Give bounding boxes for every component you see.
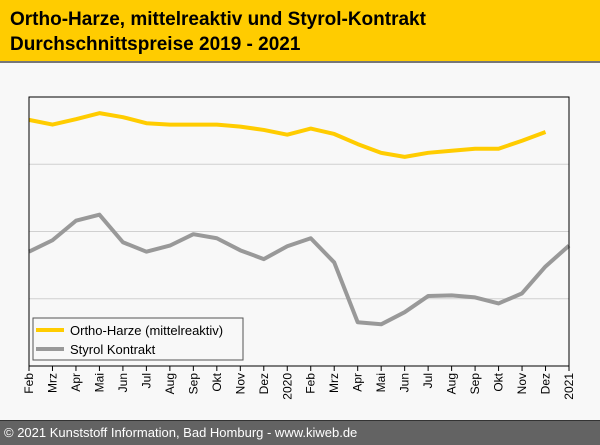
copyright-text: © 2021 Kunststoff Information, Bad Hombu… xyxy=(4,425,358,440)
x-tick-label: Dez xyxy=(257,373,271,394)
x-tick-label: Mrz xyxy=(327,373,341,393)
x-tick-label: Mrz xyxy=(45,373,59,393)
x-tick-label: Mai xyxy=(92,373,106,392)
chart-title: Ortho-Harze, mittelreaktiv und Styrol-Ko… xyxy=(10,9,426,30)
x-tick-label: Aug xyxy=(163,373,177,394)
x-tick-label: Okt xyxy=(492,372,506,391)
line-chart: Feb Mrz Apr Mai Jun Jul Aug Sep Okt Nov Dez 2020 Feb… xyxy=(22,96,576,400)
x-tick-label: Sep xyxy=(468,373,482,395)
x-tick-label: Mai xyxy=(374,373,388,392)
plot-frame xyxy=(28,96,570,367)
x-tick-label: Aug xyxy=(445,373,459,394)
x-tick-label: Feb xyxy=(22,373,36,394)
x-tick-label: Feb xyxy=(304,373,318,394)
x-tick-label: Jun xyxy=(398,373,412,392)
footer: © 2021 Kunststoff Information, Bad Hombu… xyxy=(0,420,600,445)
x-tick-label: 2021 xyxy=(562,373,576,400)
series-line-ortho-harze xyxy=(28,111,547,159)
x-tick-label: Okt xyxy=(210,372,224,391)
x-tick-label: Sep xyxy=(186,373,200,395)
x-tick-label: Apr xyxy=(351,373,365,392)
legend-label: Ortho-Harze (mittelreaktiv) xyxy=(70,323,223,338)
x-tick-label: Jul xyxy=(139,373,153,388)
x-tick-label: Jun xyxy=(116,373,130,392)
x-tick-label: Dez xyxy=(539,373,553,394)
x-tick-label: Nov xyxy=(515,373,529,394)
series-line-styrol-kontrakt xyxy=(28,212,571,327)
x-tick-label: Nov xyxy=(233,373,247,394)
chart-header: Ortho-Harze, mittelreaktiv und Styrol-Ko… xyxy=(0,0,600,63)
x-tick-label: Apr xyxy=(69,373,83,392)
chart-subtitle: Durchschnittspreise 2019 - 2021 xyxy=(10,34,301,55)
x-tick-label: Jul xyxy=(421,373,435,388)
legend-label: Styrol Kontrakt xyxy=(70,342,156,357)
x-tick-label: 2020 xyxy=(280,373,294,400)
legend xyxy=(32,317,244,361)
